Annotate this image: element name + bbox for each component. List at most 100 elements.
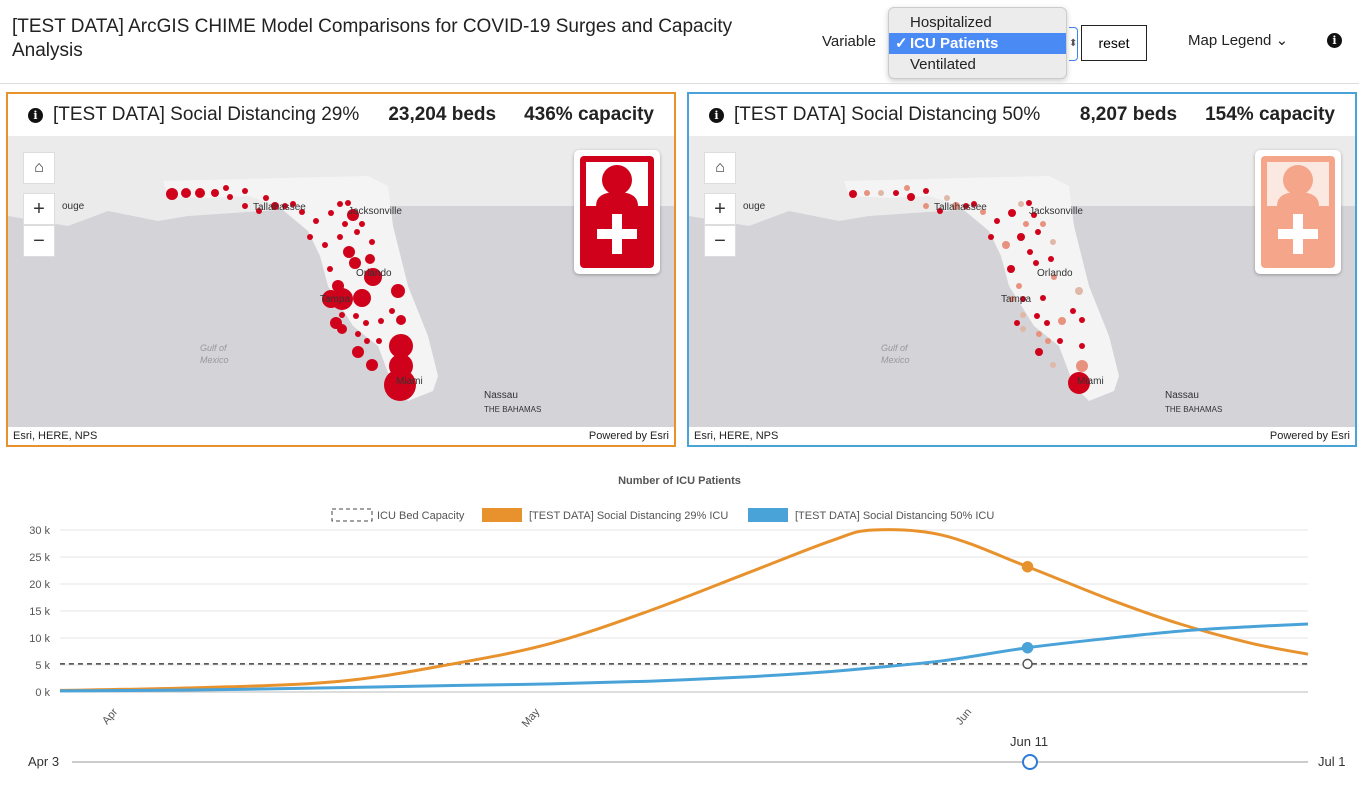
county-marker[interactable]	[353, 289, 371, 307]
county-marker[interactable]	[1016, 283, 1022, 289]
county-marker[interactable]	[242, 203, 248, 209]
option-hospitalized[interactable]: Hospitalized	[910, 14, 992, 31]
county-marker[interactable]	[1018, 201, 1024, 207]
county-marker[interactable]	[1057, 338, 1063, 344]
county-marker[interactable]	[343, 246, 355, 258]
county-marker[interactable]	[389, 308, 395, 314]
county-marker[interactable]	[1045, 338, 1051, 344]
county-marker[interactable]	[1035, 229, 1041, 235]
county-marker[interactable]	[376, 338, 382, 344]
option-ventilated[interactable]: Ventilated	[910, 56, 976, 73]
county-marker[interactable]	[307, 234, 313, 240]
county-marker[interactable]	[849, 190, 857, 198]
county-marker[interactable]	[364, 338, 370, 344]
county-marker[interactable]	[1079, 317, 1085, 323]
county-marker[interactable]	[166, 188, 178, 200]
county-marker[interactable]	[1026, 200, 1032, 206]
home-button[interactable]: ⌂	[704, 152, 736, 184]
county-marker[interactable]	[1035, 348, 1043, 356]
county-marker[interactable]	[1020, 312, 1026, 318]
variable-dropdown[interactable]: Hospitalized ✓ ICU Patients Ventilated	[888, 7, 1067, 79]
county-marker[interactable]	[1014, 320, 1020, 326]
county-marker[interactable]	[971, 201, 977, 207]
county-marker[interactable]	[878, 190, 884, 196]
county-marker[interactable]	[282, 203, 288, 209]
county-marker[interactable]	[384, 369, 416, 401]
county-marker[interactable]	[365, 254, 375, 264]
county-marker[interactable]	[1051, 274, 1057, 280]
powered-by-esri[interactable]: Powered by Esri	[1269, 430, 1350, 442]
option-icu-patients[interactable]: ✓ ICU Patients	[889, 33, 1066, 54]
county-marker[interactable]	[944, 195, 950, 201]
county-marker[interactable]	[271, 202, 279, 210]
county-marker[interactable]	[349, 257, 361, 269]
county-marker[interactable]	[359, 221, 365, 227]
legend-label[interactable]: [TEST DATA] Social Distancing 50% ICU	[795, 510, 994, 522]
county-marker[interactable]	[1002, 241, 1010, 249]
map-view[interactable]: Tallahassee Jacksonville Orlando Tampa Miami…	[689, 136, 1355, 445]
county-marker[interactable]	[1040, 295, 1046, 301]
info-icon[interactable]: i	[1327, 33, 1342, 48]
county-marker[interactable]	[864, 190, 870, 196]
county-marker[interactable]	[1034, 313, 1040, 319]
home-button[interactable]: ⌂	[23, 152, 55, 184]
county-marker[interactable]	[1075, 287, 1083, 295]
zoom-in-button[interactable]: +	[23, 193, 55, 225]
county-marker[interactable]	[1040, 221, 1046, 227]
county-marker[interactable]	[290, 201, 296, 207]
county-marker[interactable]	[937, 208, 943, 214]
county-marker[interactable]	[1070, 308, 1076, 314]
county-marker[interactable]	[256, 208, 262, 214]
county-marker[interactable]	[353, 313, 359, 319]
county-marker[interactable]	[1031, 212, 1037, 218]
county-marker[interactable]	[1027, 249, 1033, 255]
county-marker[interactable]	[352, 346, 364, 358]
county-marker[interactable]	[328, 210, 334, 216]
info-icon[interactable]: i	[709, 107, 724, 123]
county-marker[interactable]	[337, 201, 343, 207]
date-slider-track[interactable]	[72, 761, 1308, 763]
county-marker[interactable]	[923, 188, 929, 194]
county-marker[interactable]	[1036, 331, 1042, 337]
county-marker[interactable]	[389, 334, 413, 358]
county-marker[interactable]	[952, 202, 960, 210]
county-marker[interactable]	[963, 203, 969, 209]
county-marker[interactable]	[337, 324, 347, 334]
date-slider-thumb[interactable]	[1021, 754, 1038, 770]
county-marker[interactable]	[893, 190, 899, 196]
county-marker[interactable]	[181, 188, 191, 198]
county-marker[interactable]	[1050, 239, 1056, 245]
county-marker[interactable]	[1009, 296, 1015, 302]
county-marker[interactable]	[1007, 265, 1015, 273]
county-marker[interactable]	[322, 242, 328, 248]
zoom-out-button[interactable]: −	[23, 225, 55, 257]
variable-select[interactable]: ⬍	[1069, 27, 1078, 61]
county-marker[interactable]	[1017, 233, 1025, 241]
county-marker[interactable]	[242, 188, 248, 194]
county-marker[interactable]	[1020, 296, 1026, 302]
county-marker[interactable]	[1058, 317, 1066, 325]
county-marker[interactable]	[347, 209, 359, 221]
selected-point[interactable]	[1021, 641, 1034, 654]
info-icon[interactable]: i	[28, 107, 43, 123]
county-marker[interactable]	[369, 239, 375, 245]
county-marker[interactable]	[1048, 256, 1054, 262]
county-marker[interactable]	[223, 185, 229, 191]
county-marker[interactable]	[980, 209, 986, 215]
county-marker[interactable]	[1023, 221, 1029, 227]
county-marker[interactable]	[342, 221, 348, 227]
florida-map[interactable]: Tallahassee Jacksonville Orlando Tampa Miami…	[8, 136, 674, 427]
county-marker[interactable]	[364, 268, 382, 286]
county-marker[interactable]	[366, 359, 378, 371]
county-marker[interactable]	[1068, 372, 1090, 394]
county-marker[interactable]	[211, 189, 219, 197]
zoom-in-button[interactable]: +	[704, 193, 736, 225]
map-legend-toggle[interactable]: Map Legend ⌄	[1188, 31, 1288, 49]
county-marker[interactable]	[263, 195, 269, 201]
county-marker[interactable]	[354, 229, 360, 235]
county-marker[interactable]	[355, 331, 361, 337]
county-marker[interactable]	[1020, 326, 1026, 332]
county-marker[interactable]	[1079, 343, 1085, 349]
county-marker[interactable]	[907, 193, 915, 201]
county-marker[interactable]	[363, 320, 369, 326]
